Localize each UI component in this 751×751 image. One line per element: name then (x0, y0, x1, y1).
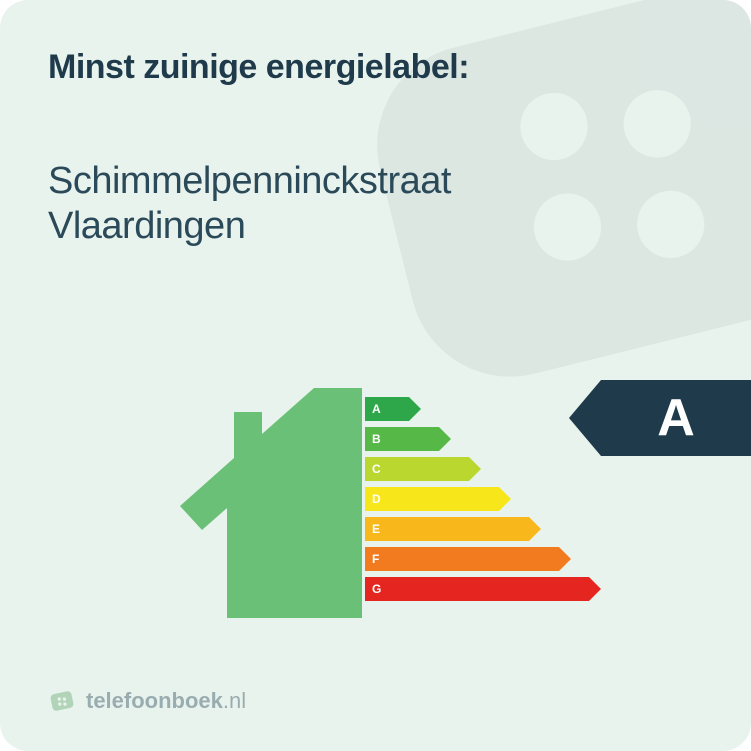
energy-bar-e: E (365, 517, 541, 541)
bar-arrow (589, 577, 601, 601)
house-icon (172, 388, 362, 618)
bar-body (365, 517, 529, 541)
bar-arrow (499, 487, 511, 511)
badge-letter: A (657, 388, 695, 448)
address-block: Schimmelpenninckstraat Vlaardingen (48, 159, 751, 249)
city-name: Vlaardingen (48, 204, 751, 249)
page-title: Minst zuinige energielabel: (48, 48, 751, 87)
energy-bar-d: D (365, 487, 511, 511)
bar-arrow (469, 457, 481, 481)
footer-brand-bold: telefoonboek (86, 688, 223, 713)
footer-brand-tld: .nl (223, 688, 246, 713)
bar-label: F (372, 552, 379, 566)
energy-bar-row: G (365, 574, 601, 604)
bar-label: E (372, 522, 380, 536)
bar-label: G (372, 582, 381, 596)
energy-bar-g: G (365, 577, 601, 601)
bar-label: A (372, 402, 381, 416)
bar-arrow (559, 547, 571, 571)
bar-label: B (372, 432, 381, 446)
energy-bar-row: E (365, 514, 601, 544)
bar-label: C (372, 462, 381, 476)
card: Minst zuinige energielabel: Schimmelpenn… (0, 0, 751, 751)
energy-bar-b: B (365, 427, 451, 451)
phonebook-icon (48, 687, 76, 715)
badge-arrow (569, 380, 601, 456)
bar-body (365, 577, 589, 601)
energy-bar-row: C (365, 454, 601, 484)
energy-bar-row: A (365, 394, 601, 424)
bar-body (365, 487, 499, 511)
energy-bar-row: F (365, 544, 601, 574)
footer-brand: telefoonboek.nl (86, 688, 246, 714)
bar-arrow (439, 427, 451, 451)
rating-badge: A (569, 380, 751, 456)
energy-bar-c: C (365, 457, 481, 481)
energy-bar-row: D (365, 484, 601, 514)
content: Minst zuinige energielabel: Schimmelpenn… (48, 48, 751, 249)
energy-label-chart: A B C D E F G A (0, 370, 751, 630)
bar-arrow (409, 397, 421, 421)
street-name: Schimmelpenninckstraat (48, 159, 751, 204)
energy-bar-a: A (365, 397, 421, 421)
footer: telefoonboek.nl (48, 687, 246, 715)
badge-body: A (601, 380, 751, 456)
energy-bar-f: F (365, 547, 571, 571)
bar-label: D (372, 492, 381, 506)
bar-body (365, 547, 559, 571)
bar-arrow (529, 517, 541, 541)
energy-bar-row: B (365, 424, 601, 454)
energy-bars: A B C D E F G (365, 394, 601, 604)
house-shape (180, 388, 362, 618)
